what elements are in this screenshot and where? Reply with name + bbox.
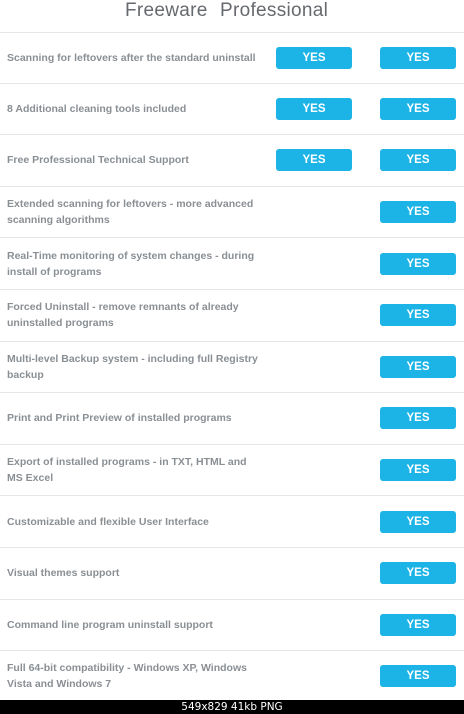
feature-label: Scanning for leftovers after the standar… [7, 51, 256, 64]
feature-label: Full 64-bit compatibility - Windows XP, … [7, 662, 247, 691]
table-row: Print and Print Preview of installed pro… [0, 393, 464, 445]
feature-label: Extended scanning for leftovers - more a… [7, 198, 254, 227]
table-row: Real-Time monitoring of system changes -… [0, 238, 464, 290]
feature-label: Visual themes support [7, 567, 120, 580]
table-row: 8 Additional cleaning tools included YES Y… [0, 84, 464, 136]
professional-yes-button[interactable]: YES [380, 562, 456, 585]
feature-label: 8 Additional cleaning tools included [7, 102, 187, 115]
table-row: Forced Uninstall - remove remnants of al… [0, 290, 464, 342]
table-row: Full 64-bit compatibility - Windows XP, … [0, 651, 464, 703]
table-row: Scanning for leftovers after the standar… [0, 32, 464, 84]
feature-label: Free Professional Technical Support [7, 154, 189, 167]
table-row: Visual themes support YES [0, 548, 464, 600]
table-row: Extended scanning for leftovers - more a… [0, 187, 464, 239]
feature-label: Export of installed programs - in TXT, H… [7, 456, 247, 485]
freeware-column-title: Freeware [125, 0, 208, 21]
freeware-yes-button[interactable]: YES [276, 97, 352, 120]
table-row: Free Professional Technical Support YES YE… [0, 135, 464, 187]
professional-yes-button[interactable]: YES [380, 149, 456, 172]
feature-table: Scanning for leftovers after the standar… [0, 32, 464, 703]
feature-label: Command line program uninstall support [7, 618, 213, 631]
professional-yes-button[interactable]: YES [380, 355, 456, 378]
professional-yes-button[interactable]: YES [380, 510, 456, 533]
professional-yes-button[interactable]: YES [380, 613, 456, 636]
feature-label: Multi-level Backup system - including fu… [7, 352, 258, 381]
table-row: Export of installed programs - in TXT, H… [0, 445, 464, 497]
professional-yes-button[interactable]: YES [380, 201, 456, 224]
freeware-yes-button[interactable]: YES [276, 46, 352, 69]
professional-yes-button[interactable]: YES [380, 97, 456, 120]
professional-yes-button[interactable]: YES [380, 459, 456, 482]
professional-yes-button[interactable]: YES [380, 46, 456, 69]
column-header: Freeware Professional [0, 0, 464, 32]
feature-label: Print and Print Preview of installed pro… [7, 412, 232, 425]
feature-label: Forced Uninstall - remove remnants of al… [7, 301, 239, 330]
professional-yes-button[interactable]: YES [380, 665, 456, 688]
table-row: Customizable and flexible User Interface… [0, 496, 464, 548]
image-info-bar: 549x829 41kb PNG [0, 700, 464, 714]
table-row: Command line program uninstall support YE… [0, 600, 464, 652]
professional-yes-button[interactable]: YES [380, 252, 456, 275]
professional-yes-button[interactable]: YES [380, 304, 456, 327]
professional-column-title: Professional [220, 0, 329, 21]
feature-label: Customizable and flexible User Interface [7, 515, 209, 528]
professional-yes-button[interactable]: YES [380, 407, 456, 430]
table-row: Multi-level Backup system - including fu… [0, 342, 464, 394]
feature-label: Real-Time monitoring of system changes -… [7, 249, 255, 278]
freeware-yes-button[interactable]: YES [276, 149, 352, 172]
